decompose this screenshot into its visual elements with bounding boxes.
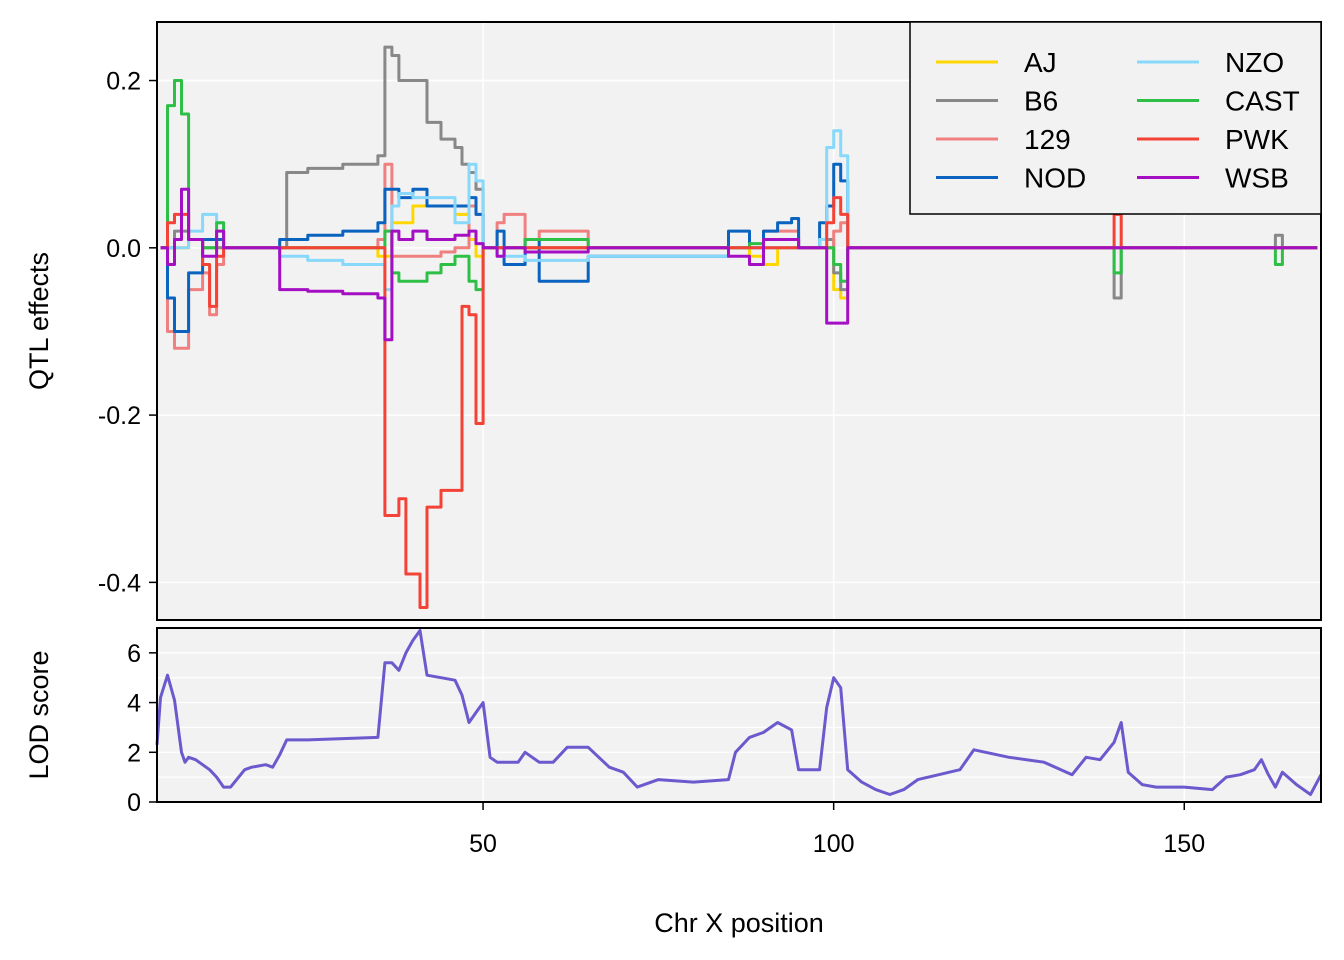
lod-ytick-label-2: 4 [127, 690, 141, 718]
effects-y-axis-label: QTL effects [24, 252, 54, 390]
legend-label-aj: AJ [1024, 47, 1057, 78]
effects-series-lines [160, 45, 1318, 609]
lod-score-line [155, 629, 1323, 796]
legend-label-cast: CAST [1225, 86, 1300, 117]
legend-label-nzo: NZO [1225, 47, 1284, 78]
legend-box [909, 21, 1322, 215]
legend-label-129: 129 [1024, 124, 1071, 155]
xtick-label-0: 50 [469, 830, 497, 858]
lod-y-axis-label: LOD score [24, 650, 54, 779]
effects-ytick-label-2: 0.0 [106, 235, 141, 263]
effects-y-ticks: -0.4 -0.2 0.0 0.2 [98, 68, 157, 597]
legend-label-wsb: WSB [1225, 163, 1289, 194]
lod-panel: 0 2 4 6 50 100 150 LOD score Chr X position [24, 627, 1323, 938]
series-line-pwk [160, 196, 1318, 609]
legend-label-b6: B6 [1024, 86, 1058, 117]
lod-ytick-label-3: 6 [127, 640, 141, 668]
legend-label-pwk: PWK [1225, 124, 1289, 155]
lod-series-lines [155, 629, 1323, 796]
xtick-label-1: 100 [813, 830, 855, 858]
legend: AJ B6 129 NOD NZO CAST PWK WSB [909, 21, 1322, 215]
lod-y-ticks: 0 2 4 6 [127, 640, 157, 817]
series-line-wsb [160, 187, 1318, 342]
xtick-label-2: 150 [1163, 830, 1205, 858]
lod-plot-background [157, 628, 1321, 802]
x-axis-label: Chr X position [654, 908, 824, 938]
legend-label-nod: NOD [1024, 163, 1086, 194]
lod-x-ticks: 50 100 150 [469, 802, 1205, 858]
effects-ytick-label-3: 0.2 [106, 68, 141, 96]
lod-ytick-label-1: 2 [127, 739, 141, 767]
effects-ytick-label-0: -0.4 [98, 569, 141, 597]
lod-plot-frame [156, 627, 1322, 803]
lod-ytick-label-0: 0 [127, 789, 141, 817]
effects-ytick-label-1: -0.2 [98, 402, 141, 430]
effects-plot-frame [156, 21, 1322, 621]
effects-panel: -0.4 -0.2 0.0 0.2 QTL effects AJ B6 129 NOD NZO… [24, 21, 1322, 621]
